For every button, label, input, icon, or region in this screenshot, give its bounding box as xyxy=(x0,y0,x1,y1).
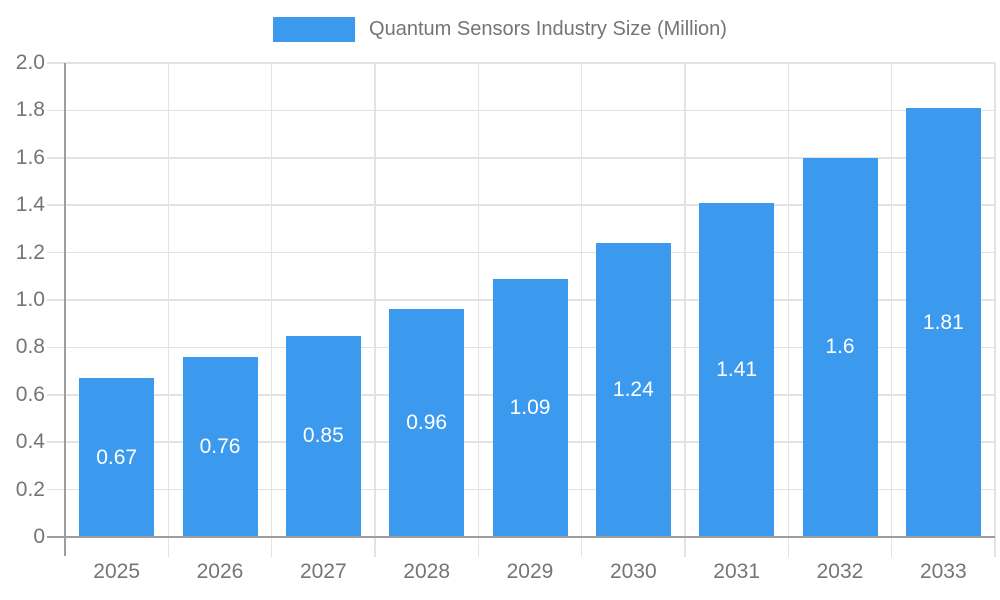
bar-value-label: 0.85 xyxy=(302,424,344,448)
x-tick-label: 2029 xyxy=(506,560,554,583)
bar-2029[interactable]: 1.09 xyxy=(492,278,568,537)
x-tick-label: 2031 xyxy=(713,560,761,583)
gridline-vertical xyxy=(580,63,583,557)
y-tick-label: 1.4 xyxy=(15,193,45,217)
gridline-vertical xyxy=(270,63,273,557)
bar-value-label: 1.24 xyxy=(612,378,654,402)
gridline-horizontal xyxy=(65,251,995,254)
y-axis-tick xyxy=(47,157,65,159)
gridline-horizontal xyxy=(65,62,995,64)
bar-value-label: 0.76 xyxy=(199,434,241,458)
x-tick-label: 2028 xyxy=(403,560,451,583)
gridline-vertical xyxy=(167,63,170,557)
y-tick-label: 1.0 xyxy=(15,288,45,311)
y-tick-label: 0.6 xyxy=(15,382,45,406)
x-tick-label: 2033 xyxy=(919,560,967,583)
bar-2025[interactable]: 0.67 xyxy=(79,378,155,537)
gridline-vertical xyxy=(684,63,686,557)
legend-swatch xyxy=(273,17,356,42)
bar-2028[interactable]: 0.96 xyxy=(389,309,465,537)
gridline-vertical xyxy=(374,63,376,557)
bar-2031[interactable]: 1.41 xyxy=(699,202,775,537)
y-tick-label: 0.2 xyxy=(15,477,45,501)
y-axis-line xyxy=(64,63,66,556)
x-tick-label: 2026 xyxy=(196,560,244,583)
y-axis-tick xyxy=(47,299,65,301)
x-axis-line xyxy=(47,536,995,538)
bar-2033[interactable]: 1.81 xyxy=(905,108,981,537)
gridline-vertical xyxy=(994,63,996,557)
y-axis-tick xyxy=(47,251,65,254)
y-axis-tick xyxy=(47,204,65,206)
bar-2032[interactable]: 1.6 xyxy=(802,157,878,537)
x-tick-label: 2025 xyxy=(93,560,141,583)
bar-2026[interactable]: 0.76 xyxy=(182,356,258,537)
bar-value-label: 1.81 xyxy=(922,310,964,334)
y-axis-tick xyxy=(47,62,65,64)
gridline-vertical xyxy=(890,63,893,557)
bar-value-label: 1.41 xyxy=(716,357,758,381)
gridline-vertical xyxy=(787,63,790,557)
gridline-horizontal xyxy=(65,204,995,206)
y-axis-tick xyxy=(47,441,65,443)
y-tick-label: 0.4 xyxy=(15,430,45,454)
y-tick-label: 0 xyxy=(33,525,45,548)
y-tick-label: 2.0 xyxy=(15,51,45,74)
legend-label: Quantum Sensors Industry Size (Million) xyxy=(369,18,727,40)
y-axis-tick xyxy=(47,346,65,349)
gridline-horizontal xyxy=(65,109,995,112)
y-axis-tick xyxy=(47,394,65,396)
y-tick-label: 1.8 xyxy=(15,98,45,122)
x-tick-label: 2027 xyxy=(299,560,347,583)
gridline-horizontal xyxy=(65,157,995,159)
y-tick-label: 0.8 xyxy=(15,335,45,359)
bar-value-label: 0.67 xyxy=(96,445,138,469)
x-tick-label: 2030 xyxy=(609,560,657,583)
y-axis-tick xyxy=(47,488,65,491)
bar-value-label: 1.6 xyxy=(825,335,855,359)
y-tick-label: 1.6 xyxy=(15,145,45,169)
bar-value-label: 1.09 xyxy=(509,395,551,419)
bar-2030[interactable]: 1.24 xyxy=(595,243,671,537)
y-axis-tick xyxy=(47,109,65,112)
x-tick-label: 2032 xyxy=(816,560,864,583)
y-tick-label: 1.2 xyxy=(15,240,45,264)
bar-value-label: 0.96 xyxy=(406,411,448,435)
gridline-vertical xyxy=(477,63,480,557)
bar-2027[interactable]: 0.85 xyxy=(285,335,361,537)
legend-item[interactable]: Quantum Sensors Industry Size (Million) xyxy=(273,17,727,42)
